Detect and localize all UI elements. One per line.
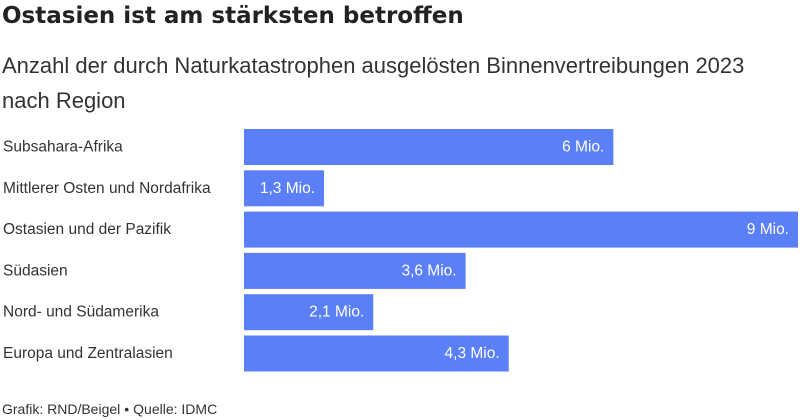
bar-value-label: 3,6 Mio. (401, 262, 456, 279)
bar-value-label: 2,1 Mio. (309, 304, 364, 321)
bar-value-label: 6 Mio. (562, 139, 604, 156)
footer-separator: • (124, 401, 130, 417)
bar (244, 129, 614, 165)
category-label: Ostasien und der Pazifik (3, 221, 171, 238)
category-label: Mittlerer Osten und Nordafrika (3, 180, 211, 197)
bar-value-label: 9 Mio. (747, 221, 789, 238)
bar (244, 170, 325, 207)
bar-value-label: 4,3 Mio. (445, 345, 500, 362)
chart-subtitle: Anzahl der durch Naturkatastrophen ausge… (2, 53, 745, 113)
bar (244, 335, 509, 372)
category-label: Europa und Zentralasien (3, 345, 173, 362)
bar (244, 252, 466, 289)
category-label: Südasien (3, 262, 68, 279)
chart-footer: Grafik: RND/Beigel • Quelle: IDMC (2, 401, 217, 417)
chart-title: Ostasien ist am stärksten betroffen (2, 3, 464, 29)
bar (244, 294, 374, 331)
source-text: Quelle: IDMC (133, 401, 218, 417)
bar-value-label: 1,3 Mio. (260, 180, 315, 197)
category-label: Subsahara-Afrika (3, 139, 123, 156)
bar (244, 211, 798, 248)
category-label: Nord- und Südamerika (3, 304, 159, 321)
credit-text: Grafik: RND/Beigel (2, 401, 121, 417)
